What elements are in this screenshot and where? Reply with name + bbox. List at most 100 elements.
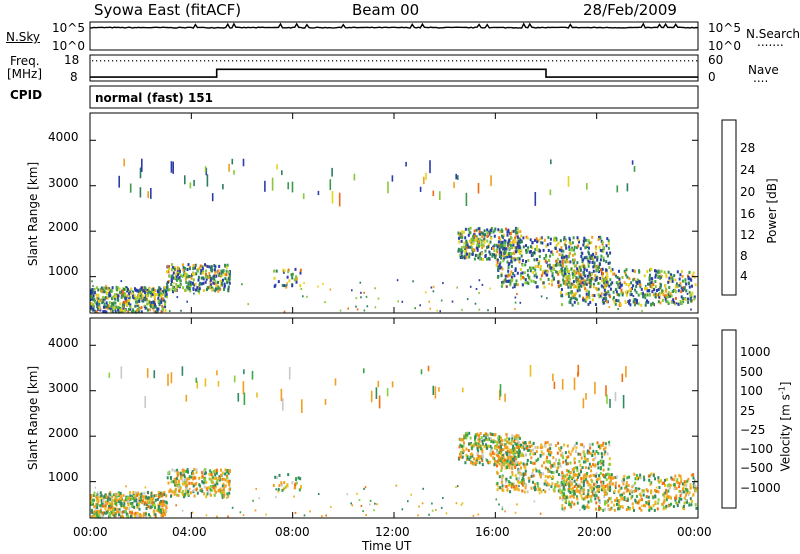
nave-dot: [424, 60, 426, 62]
scatter-cell: [661, 482, 664, 486]
scatter-cell: [568, 277, 571, 281]
scatter-cell: [356, 308, 359, 311]
scatter-cell: [97, 495, 100, 499]
scatter-cell: [215, 287, 218, 291]
scatter-cell: [638, 492, 641, 496]
scatter-cell: [179, 472, 182, 475]
scatter-cell: [524, 486, 527, 490]
scatter-cell: [146, 496, 149, 500]
scatter-cell: [280, 481, 283, 485]
scatter-cell: [112, 493, 115, 497]
scatter-cell: [587, 246, 590, 250]
scatter-cell: [572, 236, 575, 240]
scatter-cell: [125, 485, 127, 488]
scatter-cell: [580, 284, 583, 288]
scatter-cell: [419, 304, 421, 307]
scatter-cell: [227, 494, 230, 498]
scatter-cell: [518, 257, 521, 261]
scatter-cell: [512, 482, 515, 486]
scatter-cell: [295, 477, 298, 480]
nave-dot: [168, 60, 170, 62]
scatter-cell: [522, 454, 525, 458]
scatter-cell: [622, 491, 625, 495]
scatter-cell: [123, 506, 125, 509]
scatter-cell: [462, 438, 465, 442]
scatter-cell: [507, 480, 510, 484]
scatter-cell: [356, 492, 358, 495]
scatter-cell: [129, 303, 132, 307]
scatter-cell: [508, 437, 511, 441]
scatter-cell: [600, 452, 603, 456]
scatter-cell: [663, 499, 666, 503]
scatter-cell: [543, 461, 545, 465]
scatter-cell: [220, 491, 223, 495]
scatter-cell: [630, 281, 633, 285]
scatter-cell: [209, 488, 212, 492]
scatter-cell: [547, 467, 549, 471]
scatter-cell: [547, 249, 550, 252]
nave-dot: [488, 60, 490, 62]
scatter-cell: [595, 474, 597, 478]
scatter-cell: [584, 496, 587, 500]
scatter-cell: [96, 493, 99, 497]
scatter-cell: [189, 289, 192, 293]
scatter-cell: [561, 471, 564, 475]
nave-dot: [320, 60, 322, 62]
vel-cbar-label-main: Velocity [m s: [778, 394, 793, 472]
scatter-cell: [510, 270, 513, 274]
nave-dot: [464, 60, 466, 62]
scatter-cell: [163, 288, 166, 292]
scatter-cell: [233, 170, 235, 175]
scatter-cell: [215, 471, 218, 475]
scatter-cell: [522, 441, 525, 445]
scatter-cell: [509, 461, 512, 465]
scatter-cell: [652, 301, 654, 305]
scatter-cell: [509, 449, 512, 453]
scatter-cell: [618, 279, 621, 283]
scatter-cell: [657, 288, 660, 292]
scatter-cell: [455, 502, 458, 505]
scatter-cell: [504, 444, 507, 448]
scatter-cell: [511, 437, 514, 441]
scatter-cell: [222, 486, 225, 490]
scatter-cell: [680, 295, 683, 299]
nave-dot: [324, 60, 326, 62]
scatter-cell: [137, 514, 140, 518]
scatter-cell: [599, 459, 602, 463]
velocity-ytick-4000: 4000: [48, 336, 79, 350]
scatter-cell: [513, 285, 516, 289]
scatter-cell: [632, 278, 635, 282]
scatter-cell: [565, 469, 568, 472]
scatter-cell: [468, 230, 471, 234]
scatter-cell: [302, 193, 305, 200]
scatter-cell: [544, 474, 547, 478]
scatter-cell: [496, 450, 499, 454]
scatter-cell: [567, 275, 569, 279]
scatter-cell: [170, 275, 173, 279]
scatter-cell: [617, 282, 619, 286]
scatter-cell: [504, 461, 507, 465]
scatter-cell: [464, 236, 467, 240]
scatter-cell: [512, 444, 515, 448]
scatter-cell: [659, 276, 662, 279]
scatter-cell: [637, 487, 639, 490]
scatter-cell: [626, 498, 629, 502]
scatter-cell: [153, 295, 156, 299]
scatter-cell: [568, 236, 571, 240]
scatter-cell: [290, 273, 293, 277]
scatter-cell: [574, 489, 577, 493]
scatter-cell: [651, 290, 654, 294]
scatter-cell: [106, 502, 108, 506]
scatter-cell: [95, 302, 98, 306]
scatter-cell: [601, 296, 603, 299]
scatter-cell: [481, 442, 484, 446]
scatter-cell: [137, 503, 140, 507]
scatter-cell: [119, 302, 122, 306]
scatter-cell: [627, 285, 630, 288]
scatter-cell: [194, 483, 197, 487]
scatter-cell: [123, 499, 126, 503]
scatter-cell: [212, 476, 214, 480]
scatter-cell: [486, 231, 489, 235]
scatter-cell: [139, 495, 142, 499]
scatter-cell: [386, 388, 389, 397]
